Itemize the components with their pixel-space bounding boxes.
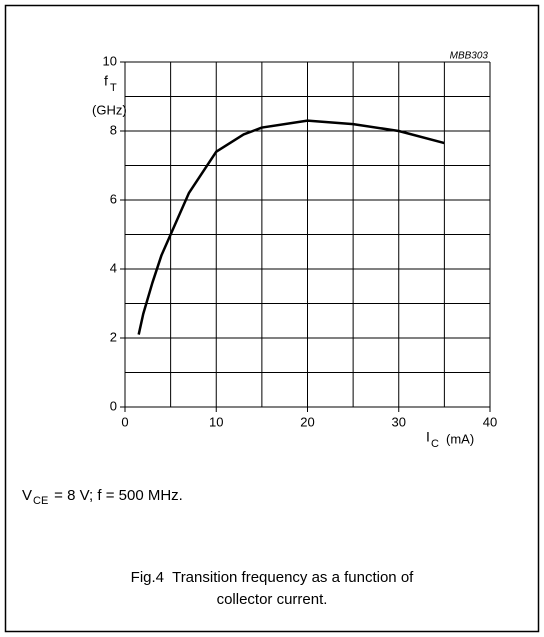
x-tick-label: 0 <box>121 414 128 429</box>
y-tick-label: 8 <box>110 122 117 137</box>
y-tick-label: 10 <box>103 53 117 68</box>
x-label-unit: (mA) <box>446 431 474 446</box>
x-tick-label: 10 <box>209 414 223 429</box>
curve <box>137 119 445 335</box>
x-label-sub: C <box>431 438 439 450</box>
x-tick-label: 40 <box>483 414 497 429</box>
y-label-sub: T <box>110 82 117 94</box>
x-label-symbol: I <box>426 429 430 445</box>
conditions-sub: CE <box>33 495 48 507</box>
frame <box>4 4 540 633</box>
y-label-symbol: f <box>104 73 108 89</box>
y-tick-label: 6 <box>110 191 117 206</box>
figure-id: MBB303 <box>450 51 489 62</box>
y-tick-label: 4 <box>110 260 117 275</box>
y-label-unit: (GHz) <box>92 102 127 117</box>
x-tick-label: 30 <box>392 414 406 429</box>
conditions-symbol: V <box>22 487 32 504</box>
caption-line: Fig.4 Transition frequency as a function… <box>131 569 414 586</box>
conditions-text: = 8 V; f = 500 MHz. <box>50 487 183 504</box>
caption-line: collector current. <box>217 591 328 608</box>
y-tick-label: 0 <box>110 398 117 413</box>
x-tick-label: 20 <box>300 414 314 429</box>
y-tick-label: 2 <box>110 329 117 344</box>
